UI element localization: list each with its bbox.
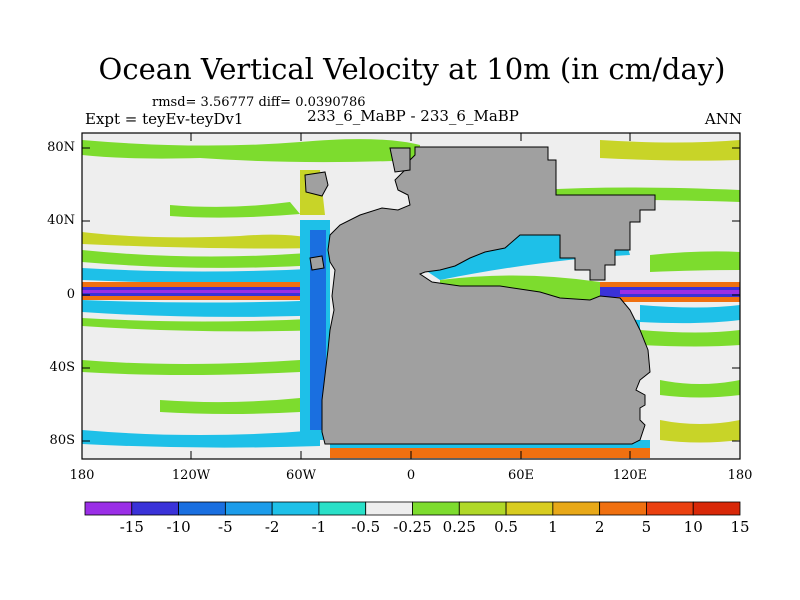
east-south-cyan (640, 305, 740, 324)
colorbar-label: 5 (641, 518, 652, 536)
colorbar-label: 15 (730, 518, 750, 536)
lat-label-0: 0 (66, 287, 75, 302)
colorbar-box (692, 501, 741, 516)
colorbar-label: -10 (166, 518, 191, 536)
colorbar-box (412, 501, 460, 516)
lon-label-180w: 180 (69, 468, 95, 483)
colorbar-box (599, 501, 647, 516)
stats-line: rmsd= 3.56777 diff= 0.0390786 (152, 95, 366, 110)
plot-title: Ocean Vertical Velocity at 10m (in cm/da… (98, 52, 726, 86)
lat-label-40s: 40S (49, 360, 75, 375)
south-tropic-green (82, 318, 330, 332)
colorbar-label: 2 (594, 518, 605, 536)
lon-label-60w: 60W (286, 468, 316, 483)
land-island-west (309, 255, 325, 271)
colorbar-label: -0.5 (351, 518, 381, 536)
colorbar-box (84, 501, 133, 516)
colorbar-label: 10 (683, 518, 703, 536)
lon-label-0: 0 (406, 468, 416, 483)
land-mass (321, 146, 656, 445)
lat-label-80s: 80S (49, 433, 75, 448)
land-island-arctic (389, 147, 411, 173)
lon-label-60e: 60E (507, 468, 535, 483)
north-tropic-yellow (82, 232, 320, 249)
north-tropic-green (82, 250, 320, 268)
season-label: ANN (704, 110, 742, 128)
east-south-green (640, 330, 740, 347)
colorbar-label: 0.5 (494, 518, 518, 536)
coastal-blue (310, 230, 326, 430)
colorbar-box (505, 501, 554, 516)
colorbar-box (224, 501, 273, 516)
colorbar-box (365, 501, 413, 516)
lat-label-40n: 40N (47, 213, 75, 228)
antarctic-cyan (82, 430, 320, 448)
equator-core (82, 290, 330, 293)
lon-ticks (81, 133, 741, 459)
cases-label: 233_6_MaBP - 233_6_MaBP (307, 107, 519, 125)
lat-label-80n: 80N (47, 140, 75, 155)
lon-label-180e: 180 (727, 468, 753, 483)
colorbar-box (131, 501, 179, 516)
colorbar-label: -1 (311, 518, 327, 536)
lon-label-120e: 120E (612, 468, 648, 483)
south-coast-orange (330, 448, 650, 458)
colorbar-box (318, 501, 367, 516)
equator-north-cyan (82, 268, 330, 284)
colorbar-label: 1 (548, 518, 558, 536)
colorbar-box (458, 501, 507, 516)
east-south-band (660, 380, 740, 398)
east-antarctic-yellow (660, 420, 740, 443)
colorbar-box (178, 501, 226, 516)
colorbar-label: -5 (218, 518, 233, 536)
lon-label-120w: 120W (171, 468, 211, 483)
arctic-yellow (600, 140, 740, 161)
east-tropic-green (650, 251, 740, 272)
land-island-north (304, 171, 329, 197)
colorbar-label: -0.25 (393, 518, 432, 536)
south-band-green (160, 398, 300, 414)
colorbar-box (271, 501, 320, 516)
colorbar-label: -2 (264, 518, 280, 536)
equator-south-cyan (82, 300, 330, 317)
experiment-label: Expt = teyEv-teyDv1 (85, 110, 244, 128)
lat-ticks (82, 147, 740, 442)
colorbar-label: 0.25 (442, 518, 476, 536)
colorbar-label: -15 (119, 518, 144, 536)
north-mid-green (170, 202, 300, 218)
east-equator-core (620, 290, 740, 294)
colorbar-box (552, 501, 601, 516)
north-band-green (82, 139, 420, 163)
colorbar-box (646, 501, 694, 516)
south-mid-green (82, 360, 300, 375)
